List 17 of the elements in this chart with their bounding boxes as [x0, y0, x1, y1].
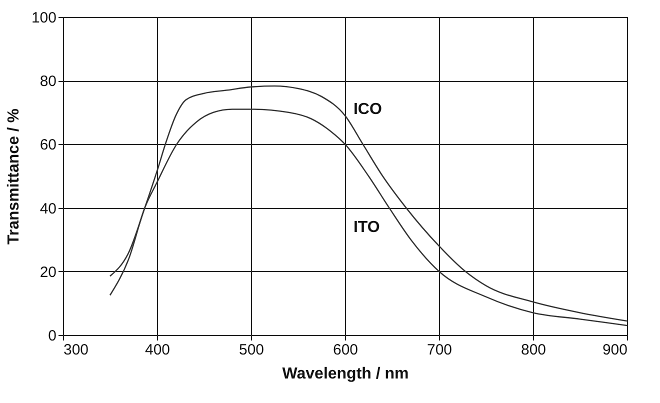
y-axis-title: Transmittance / %	[5, 108, 22, 245]
x-tick-label: 900	[602, 342, 628, 358]
x-tick-label: 600	[332, 342, 358, 358]
series-label: ITO	[353, 218, 380, 236]
x-tick-label: 800	[520, 342, 546, 358]
x-tick-label: 500	[238, 342, 264, 358]
series-label: ICO	[353, 101, 382, 118]
y-tick-label: 40	[40, 200, 56, 218]
y-tick-label: 20	[40, 264, 56, 281]
x-axis-title: Wavelength / nm	[282, 366, 409, 382]
x-tick-label: 400	[144, 342, 170, 358]
y-tick-label: 80	[40, 73, 56, 90]
y-tick-label: 60	[40, 136, 56, 154]
y-tick-label: 100	[31, 10, 56, 26]
x-tick-label: 300	[64, 342, 89, 358]
y-tick-label: 0	[48, 328, 56, 344]
x-tick-label: 700	[426, 342, 452, 358]
